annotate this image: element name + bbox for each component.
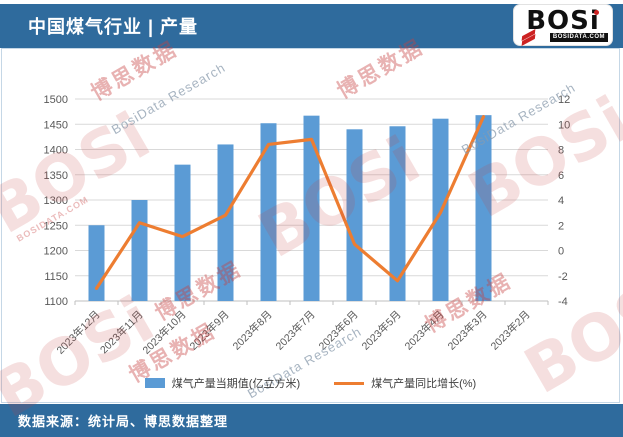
bar-2023年10月 — [174, 164, 191, 301]
left-axis-tick-label: 1350 — [44, 170, 68, 182]
legend-label: 煤气产量同比增长(%) — [371, 378, 477, 390]
chart-legend: 煤气产量当期值(亿立方米) 煤气产量同比增长(%) — [2, 375, 619, 391]
x-axis-label: 2023年10月 — [140, 308, 189, 357]
bar-2023年7月 — [303, 115, 320, 301]
x-axis-label: 2023年8月 — [230, 308, 275, 353]
bosi-logo: BOSi BOSIDATA.COM — [513, 4, 613, 46]
x-axis-label: 2023年5月 — [359, 308, 404, 353]
x-axis-label: 2023年7月 — [273, 308, 318, 353]
legend-item-line-series: 煤气产量同比增长(%) — [334, 375, 476, 391]
x-axis-label: 2023年3月 — [445, 308, 490, 353]
right-axis-tick-label: 8 — [558, 145, 564, 157]
bar-2023年9月 — [217, 144, 234, 301]
line-series-swatch-icon — [334, 381, 365, 385]
bar-series-swatch-icon — [144, 378, 165, 388]
right-axis-tick-label: 10 — [558, 119, 570, 131]
right-axis-tick-label: 6 — [558, 170, 564, 182]
left-axis-tick-label: 1450 — [44, 119, 68, 131]
legend-label: 煤气产量当期值(亿立方米) — [171, 378, 301, 390]
x-axis-label: 2023年4月 — [402, 308, 447, 353]
chart-canvas: 1100 1150 1200 1250 1300 1350 1400 1450 1500 -4 -2… — [44, 94, 571, 357]
left-axis-tick-label: 1500 — [44, 94, 68, 106]
bosi-logo-text: BOSi — [526, 6, 600, 36]
right-axis-tick-label: 2 — [558, 220, 564, 232]
page-title: 中国煤气行业 | 产量 — [28, 17, 199, 37]
right-axis-tick-label: 4 — [558, 195, 564, 207]
x-axis-label: 2023年12月 — [54, 308, 103, 357]
logo-dot-icon — [594, 10, 599, 15]
x-axis-label: 2023年6月 — [316, 308, 361, 353]
left-axis-tick-label: 1300 — [44, 195, 68, 207]
bar-2023年3月 — [475, 115, 492, 301]
left-axis-tick-label: 1200 — [44, 246, 68, 258]
left-axis-tick-label: 1400 — [44, 145, 68, 157]
left-axis-tick-label: 1150 — [44, 271, 68, 283]
legend-item-bar-series: 煤气产量当期值(亿立方米) — [144, 375, 301, 391]
x-axis-label: 2023年9月 — [187, 308, 232, 353]
growth-line — [94, 115, 486, 290]
right-axis-tick-label: -2 — [558, 271, 568, 283]
left-axis-tick-label: 1100 — [44, 296, 68, 308]
bosi-logo-domain: BOSIDATA.COM — [549, 33, 608, 42]
footer-bar: 数据来源：统计局、博思数据整理 — [0, 404, 623, 437]
x-axis-label: 2023年11月 — [97, 308, 145, 356]
right-axis-tick-label: -4 — [558, 296, 568, 308]
x-axis-label: 2023年2月 — [488, 308, 533, 353]
data-source-text: 数据来源：统计局、博思数据整理 — [18, 414, 229, 429]
bar-2023年6月 — [346, 129, 363, 301]
chart-area: 1100 1150 1200 1250 1300 1350 1400 1450 1500 -4 -2… — [0, 35, 623, 433]
right-axis-tick-label: 12 — [558, 94, 570, 106]
left-axis-tick-label: 1250 — [44, 220, 68, 232]
bar-2023年11月 — [131, 200, 148, 301]
right-axis-tick-label: 0 — [558, 246, 564, 258]
bar-2023年8月 — [260, 123, 277, 302]
bar-2023年5月 — [389, 126, 406, 302]
